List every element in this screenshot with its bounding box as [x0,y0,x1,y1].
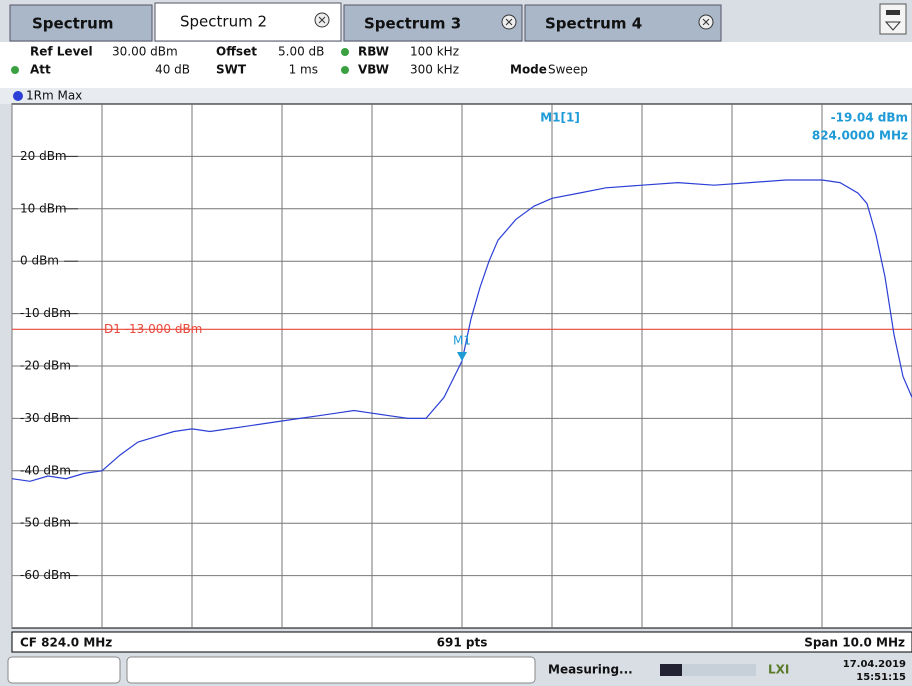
tab-label: Spectrum [32,15,113,33]
setting-label: Ref Level [30,45,93,59]
setting-label: Mode [510,63,547,77]
trace [11,179,912,482]
close-x [318,16,710,26]
setting-value: Sweep [548,63,588,77]
trace-label: 1Rm Max [26,89,82,103]
plot: 20 dBm 10 dBm 0 dBm -10 dBm -20 dBm -30 dBm -4… [11,104,912,628]
menu-arrow [884,21,902,31]
tab-label: Spectrum 4 [545,15,642,33]
marker-readout-name: M1[1] [540,111,580,125]
setting-value: 100 kHz [410,45,459,59]
y-tick-label: -30 dBm [20,411,71,425]
status-dot [341,48,349,56]
status-time: 15:51:15 [856,672,906,683]
y-tick-label: 10 dBm [20,201,67,215]
setting-value: 300 kHz [410,63,459,77]
marker-readout-frequency: 824.0000 MHz [812,129,908,143]
tab[interactable] [343,4,523,42]
setting-label: VBW [358,63,389,77]
status-dot [11,66,19,74]
status-box [7,656,121,684]
status-box [126,656,536,684]
menu-bar [886,10,900,15]
tab-active[interactable] [154,2,342,42]
setting-label: Att [30,63,51,77]
setting-label: RBW [358,45,389,59]
y-tick-label: -40 dBm [20,463,71,477]
span: Span 10.0 MHz [804,636,905,650]
center-frequency: CF 824.0 MHz [20,636,112,650]
progress-fill [660,664,682,676]
progress-track [660,664,756,676]
trace-dot [13,91,23,101]
lxi-icon: LXI [768,663,789,677]
y-tick-label: 20 dBm [20,149,67,163]
status-dot [341,66,349,74]
tab-label: Spectrum 3 [364,15,461,33]
progress [660,664,756,676]
setting-value: 1 ms [289,63,318,77]
marker [457,351,467,361]
tab[interactable] [9,4,153,42]
threshold-label: D1 -13.000 dBm [104,322,202,336]
marker-readout-value: -19.04 dBm [831,111,908,125]
y-tick-label: -20 dBm [20,359,71,373]
setting-value: 5.00 dB [278,45,324,59]
status-date: 17.04.2019 [843,659,906,670]
y-tick-label: -50 dBm [20,516,71,530]
points: 691 pts [437,636,488,650]
y-tick-label: 0 dBm [20,254,59,268]
settings: Ref Level 30.00 dBm Offset 5.00 dB RBW 100 kH… [11,45,588,77]
y-tick-label: -10 dBm [20,306,71,320]
marker-label: M1 [453,333,471,347]
status-state: Measuring... [548,663,633,677]
setting-value: 30.00 dBm [112,45,178,59]
footer-bar [11,631,912,653]
setting-value: 40 dB [155,63,190,77]
setting-label: SWT [216,63,247,77]
tab-close-icons [314,12,714,30]
trace-bar [0,88,912,104]
tab[interactable] [524,4,722,42]
menu-icon[interactable] [879,3,907,35]
settings-panel [0,42,912,88]
y-tick-label: -60 dBm [20,568,71,582]
setting-label: Offset [216,45,257,59]
tab-label: Spectrum 2 [180,13,267,31]
